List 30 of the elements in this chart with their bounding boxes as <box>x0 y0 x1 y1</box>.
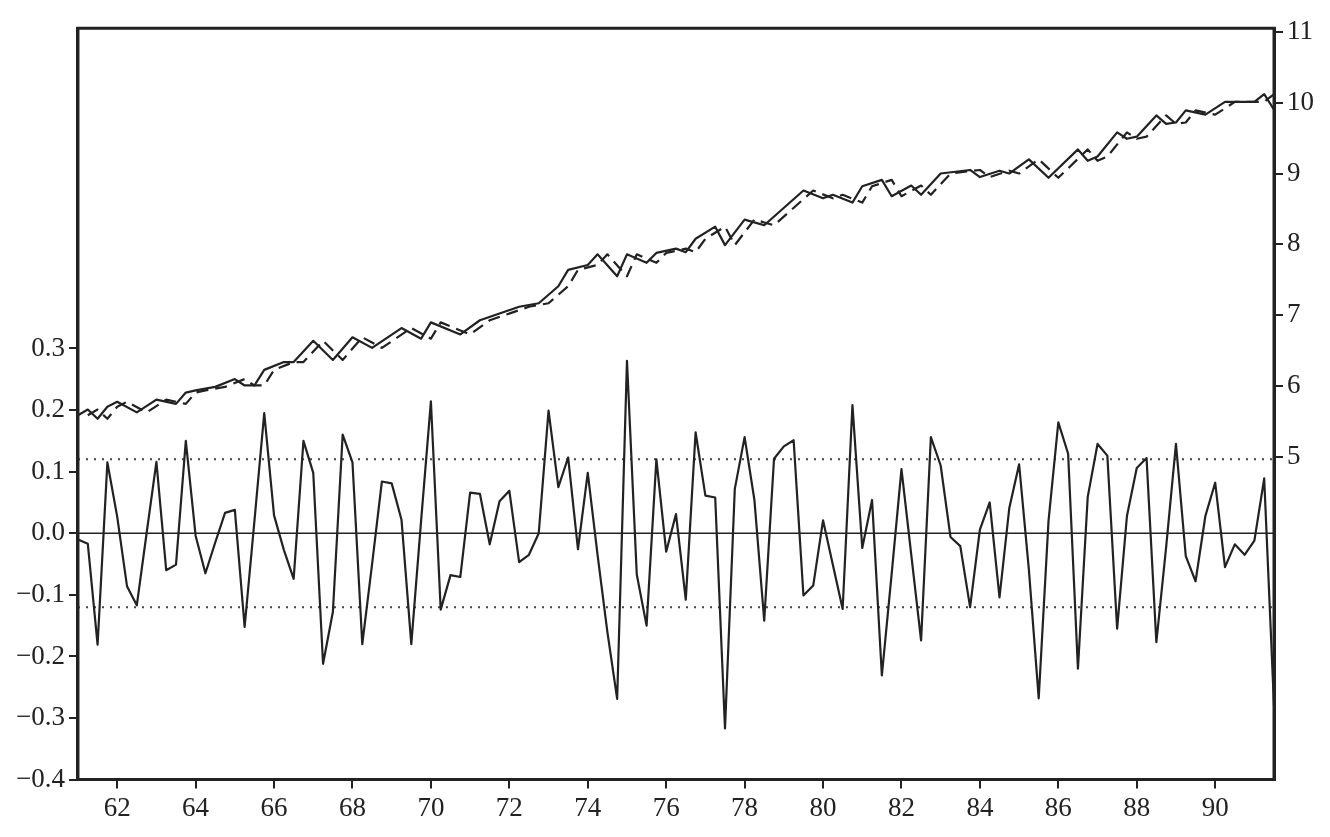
y-tick-label: 0.0 <box>31 516 65 547</box>
x-tick-label: 82 <box>887 791 915 822</box>
x-tick-label: 64 <box>182 791 210 822</box>
y2-tick-label: 11 <box>1287 14 1313 45</box>
y2-tick-label: 9 <box>1287 156 1301 187</box>
y-tick-label: −0.2 <box>15 639 65 670</box>
y2-tick-label: 5 <box>1287 440 1301 471</box>
x-tick-label: 90 <box>1201 791 1229 822</box>
x-tick-label: 74 <box>574 791 602 822</box>
y-tick-label: 0.1 <box>31 454 65 485</box>
y-tick-label: 0.3 <box>31 331 65 362</box>
y-tick-label: −0.1 <box>15 577 65 608</box>
x-tick-label: 68 <box>338 791 366 822</box>
y2-tick-label: 10 <box>1287 85 1314 116</box>
y2-tick-label: 7 <box>1287 298 1301 329</box>
x-tick-label: 76 <box>652 791 680 822</box>
y2-tick-label: 6 <box>1287 369 1301 400</box>
x-tick-label: 88 <box>1123 791 1151 822</box>
x-tick-label: 78 <box>731 791 759 822</box>
x-tick-label: 70 <box>417 791 445 822</box>
x-tick-label: 80 <box>809 791 837 822</box>
x-tick-label: 62 <box>103 791 131 822</box>
x-tick-label: 66 <box>260 791 288 822</box>
y-tick-label: −0.4 <box>15 762 66 793</box>
x-tick-label: 84 <box>966 791 994 822</box>
y2-tick-label: 8 <box>1287 227 1301 258</box>
y-tick-label: −0.3 <box>15 701 65 732</box>
y-tick-label: 0.2 <box>31 393 65 424</box>
x-tick-label: 72 <box>495 791 523 822</box>
x-tick-label: 86 <box>1044 791 1072 822</box>
